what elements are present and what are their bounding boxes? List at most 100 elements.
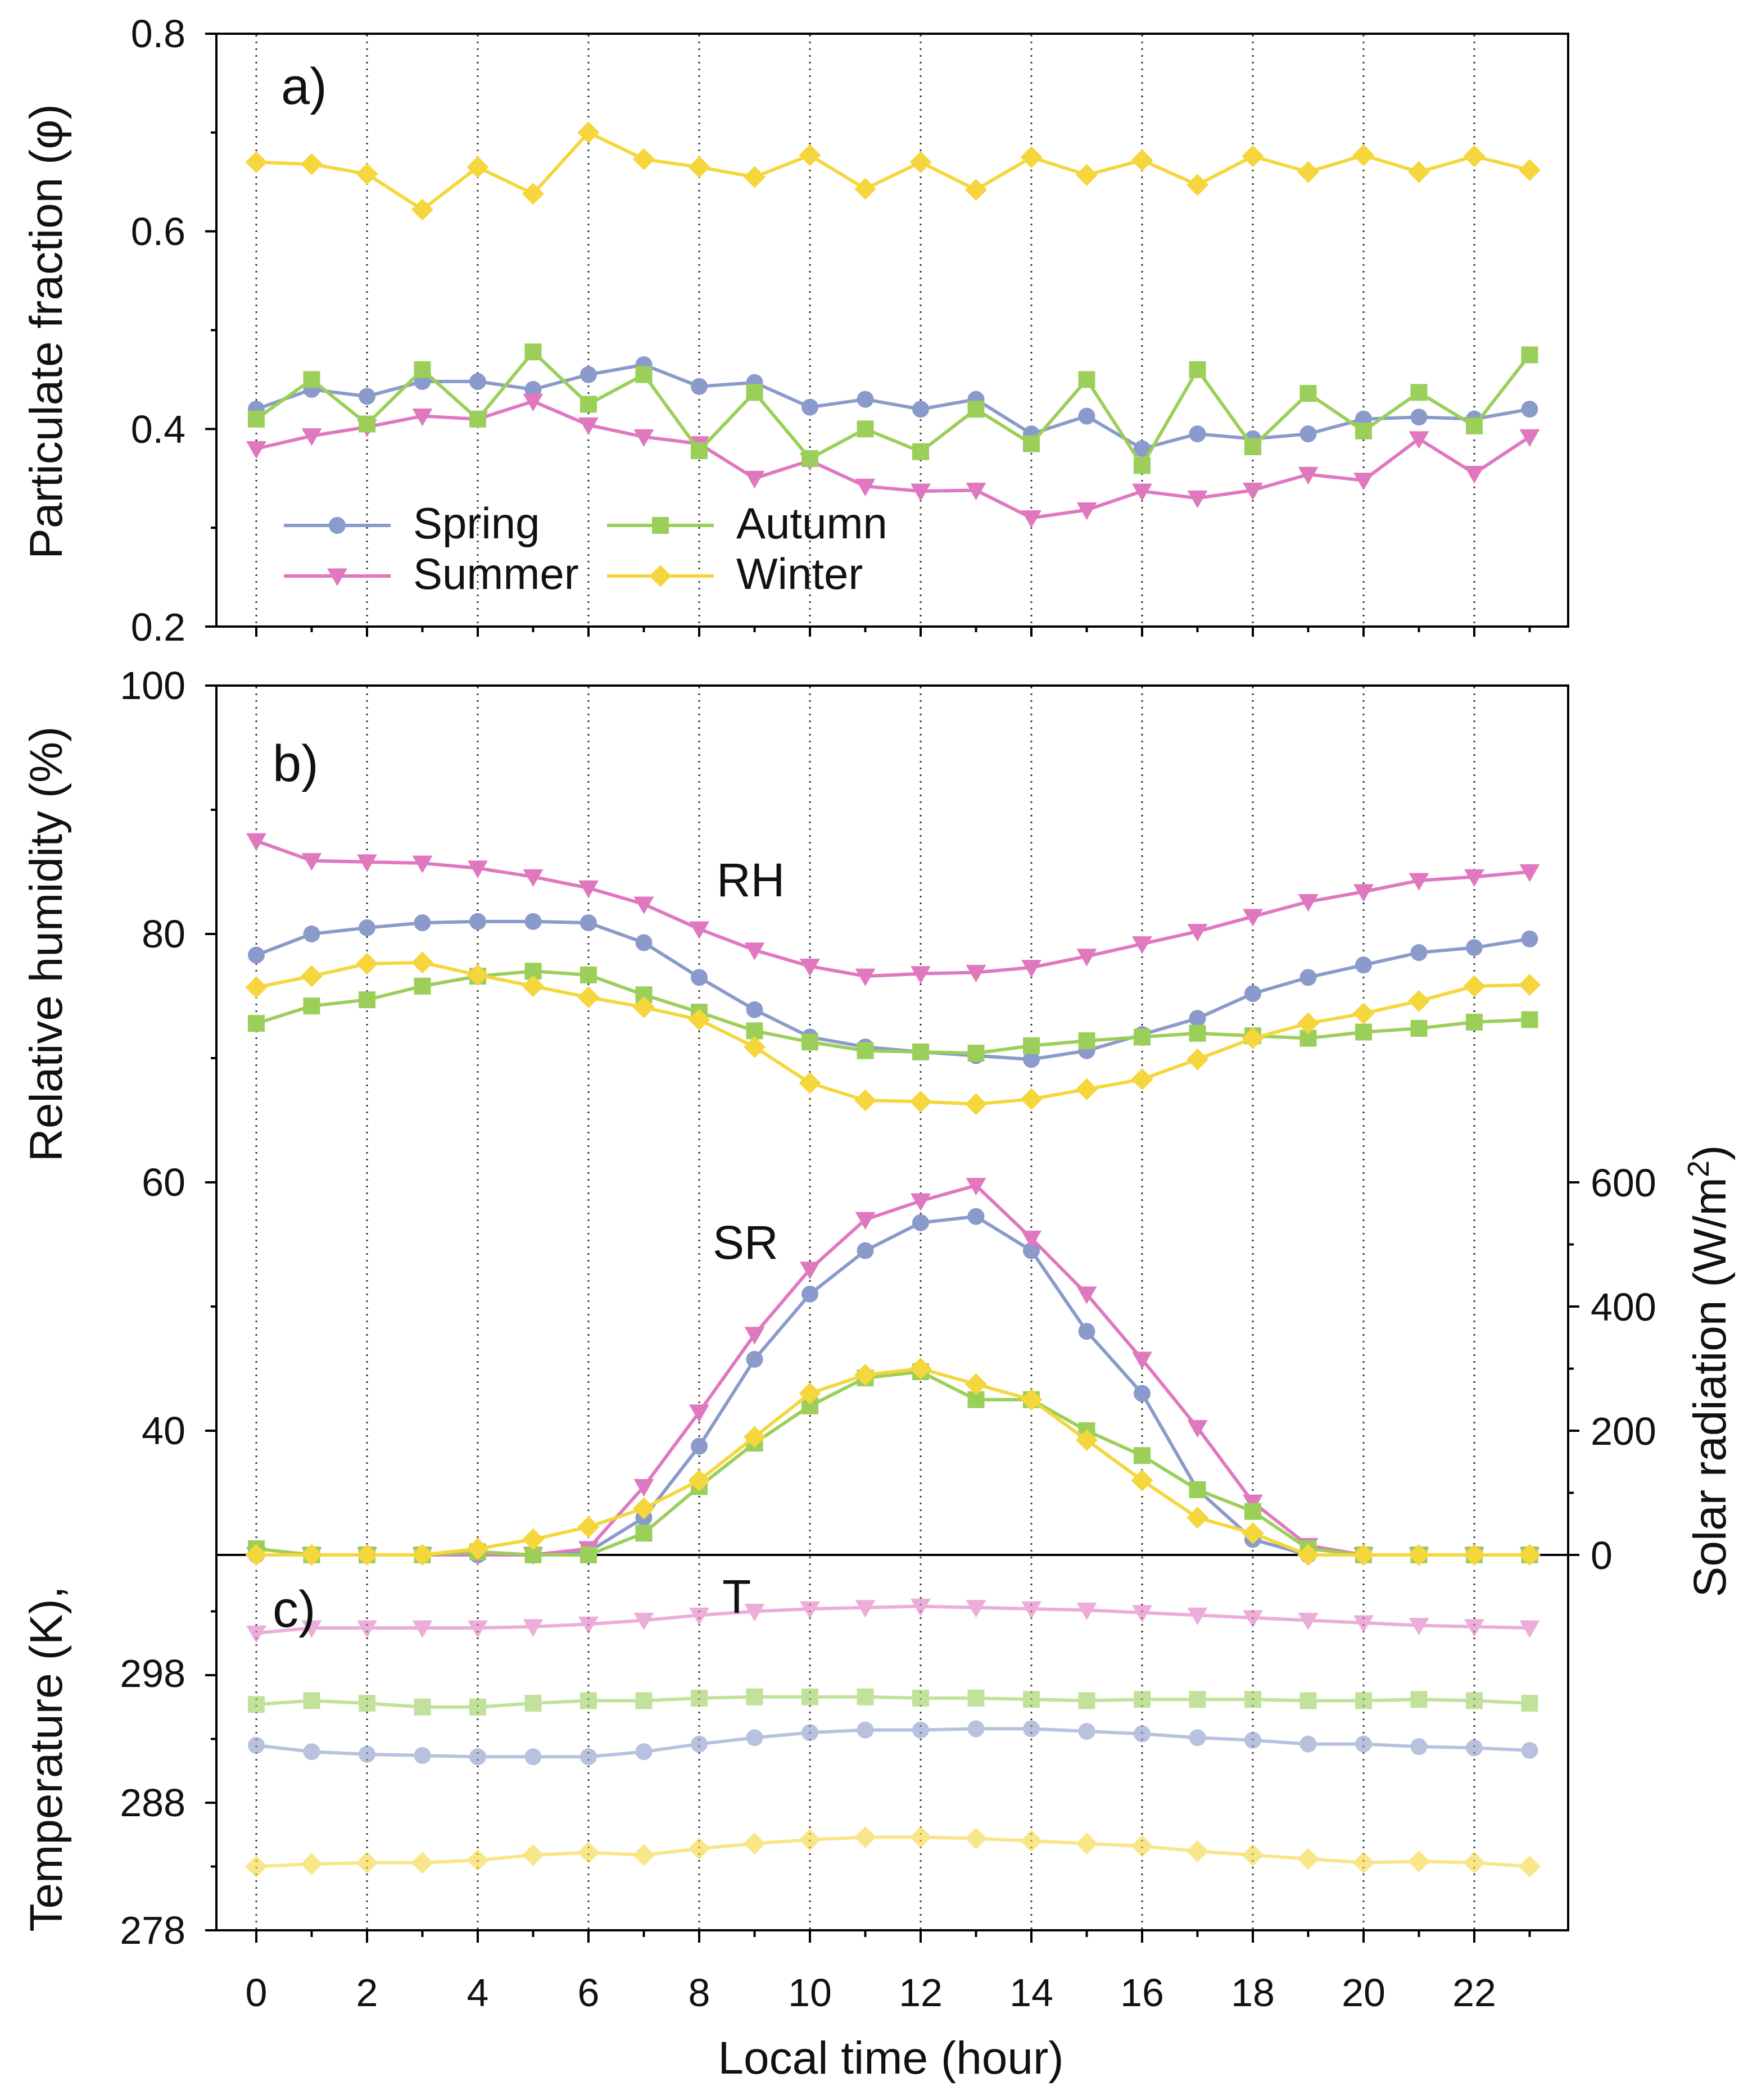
panel-b-winter-sr-point (633, 1497, 655, 1520)
panel-a-autumn-point (1078, 371, 1095, 388)
panel-b-winter-rh-point (245, 976, 268, 999)
xtick-label: 20 (1342, 1971, 1385, 2015)
panel-a-winter-point (522, 183, 544, 205)
panel-b-summer-rh-point (1076, 949, 1097, 967)
panel-b-autumn-rh-line (256, 969, 1530, 1055)
panel-b-autumn-sr-line (256, 1370, 1530, 1557)
panel-a-ytick-label: 0.6 (131, 210, 185, 253)
panel-b-autumn-sr-point (580, 1546, 597, 1563)
panel-b-autumn-rh-point (967, 1045, 985, 1062)
panel-b-spring-rh-point (580, 914, 597, 932)
panel-c-spring-t-point (635, 1743, 653, 1761)
panel-b-summer-rh-line (255, 839, 1530, 978)
panel-a-ytick-label: 0.2 (131, 605, 185, 649)
panel-b-winter-rh-group (245, 951, 1541, 1115)
panel-c-summer-t-point (412, 1620, 433, 1639)
panel-c-autumn-t-point (469, 1698, 486, 1716)
panel-c-autumn-t-point (912, 1689, 929, 1707)
xtick-label: 0 (246, 1971, 268, 2015)
panel-b-winter-sr-point (467, 1537, 489, 1560)
panel-b-winter-sr-point (1076, 1429, 1098, 1452)
panel-c-spring-t-group (248, 1720, 1538, 1766)
xtick-label: 14 (1009, 1971, 1053, 2015)
panel-b-summer-sr-point (966, 1178, 986, 1196)
panel-b-summer-rh-point (1021, 960, 1041, 978)
panel-c-autumn-t-point (248, 1696, 265, 1713)
panel-c-summer-t-point (633, 1612, 654, 1631)
panel-b-right-tick-label: 400 (1591, 1285, 1656, 1329)
axis-ticks (205, 33, 1579, 1943)
panel-c-autumn-t-point (1189, 1691, 1206, 1708)
panel-a-spring-point (1521, 401, 1538, 418)
panel-c-ytick-label: 278 (120, 1908, 185, 1952)
panel-b-spring-sr-point (1023, 1242, 1040, 1259)
panel-b-autumn-rh-group (248, 963, 1538, 1062)
panel-b-winter-rh-point (301, 965, 323, 987)
panel-b-spring-sr-point (912, 1214, 929, 1231)
panel-b-winter-rh-point (799, 1072, 821, 1094)
panel-b-winter-rh-point (577, 986, 600, 1009)
panel-c-spring-t-point (1299, 1735, 1317, 1753)
panel-c-winter-t-point (1076, 1833, 1098, 1855)
panel-c-y-axis-title: Temperature (K), (21, 1586, 72, 1931)
panel-a-series (245, 121, 1541, 528)
panel-a-winter-point (577, 121, 600, 144)
panel-b-spring-rh-point (1355, 956, 1372, 974)
panel-b-spring-rh-point (1521, 930, 1538, 947)
panel-b-summer-rh-point (855, 968, 876, 987)
legend-swatch-marker (329, 517, 346, 534)
panel-b-spring-sr-point (691, 1437, 708, 1455)
panel-c-summer-t-point (578, 1616, 599, 1635)
panel-b-winter-rh-point (1519, 974, 1541, 996)
panel-b-summer-rh-point (1298, 894, 1319, 912)
panel-a-winter-point (1519, 159, 1541, 182)
panel-b-summer-sr-point (689, 1404, 709, 1422)
panel-a-winter-point (1131, 149, 1153, 171)
panel-a-winter-point (688, 156, 710, 178)
panel-c-spring-t-point (1244, 1731, 1261, 1749)
panel-c-autumn-t-point (635, 1692, 653, 1709)
panel-c-spring-t-point (1078, 1722, 1095, 1740)
panel-c-autumn-t-point (580, 1692, 597, 1709)
legend-label-spring: Spring (413, 498, 540, 548)
panel-c-winter-t-point (301, 1853, 323, 1875)
panel-b-winter-rh-point (356, 953, 378, 975)
panel-c-spring-t-point (414, 1747, 431, 1765)
panel-c-autumn-t-point (303, 1692, 320, 1709)
panel-b-winter-sr-point (1020, 1389, 1043, 1411)
panel-b-autumn-rh-point (414, 977, 431, 995)
panel-c-autumn-t-point (1078, 1692, 1095, 1709)
panel-b-winter-rh-point (1242, 1027, 1264, 1050)
panel-b-spring-rh-point (359, 919, 375, 936)
panel-b-right-axis-title: Solar radiation (W/m2) (1682, 1145, 1736, 1598)
panel-c-winter-t-point (633, 1844, 655, 1866)
panel-b-winter-rh-point (744, 1036, 766, 1058)
panel-b-summer-sr-point (1132, 1351, 1152, 1369)
panel-b-summer-rh-point (357, 854, 377, 872)
panel-a-spring-line (255, 363, 1530, 451)
xtick-label: 12 (899, 1971, 943, 2015)
panel-c-summer-t-point (523, 1619, 544, 1637)
panel-a-winter-point (633, 148, 655, 170)
panel-b-winter-rh-point (1352, 1002, 1375, 1024)
panel-c-winter-t-point (411, 1852, 433, 1874)
panel-c-spring-t-line (256, 1727, 1530, 1759)
panel-b-spring-rh-point (469, 913, 486, 930)
panel-c-spring-t-point (524, 1748, 542, 1766)
panel-c-winter-t-point (1131, 1835, 1153, 1857)
panel-b-winter-rh-point (1297, 1012, 1319, 1035)
panel-b-winter-sr-point (909, 1358, 932, 1380)
panel-b-winter-sr-point (577, 1516, 600, 1538)
panel-c-autumn-t-point (359, 1694, 375, 1712)
panel-c-summer-t-point (1021, 1601, 1041, 1619)
panel-a-autumn-point (1299, 385, 1317, 402)
panel-c-winter-t-point (965, 1827, 987, 1850)
panel-c-autumn-t-group (248, 1688, 1538, 1716)
panel-c-summer-t-point (1187, 1607, 1208, 1626)
panel-a-spring-point (857, 391, 874, 408)
xtick-label: 4 (467, 1971, 489, 2015)
panel-b-spring-rh-group (248, 913, 1538, 1068)
panel-c-spring-t-point (1023, 1720, 1040, 1738)
panel-a-spring-point (1134, 440, 1151, 457)
